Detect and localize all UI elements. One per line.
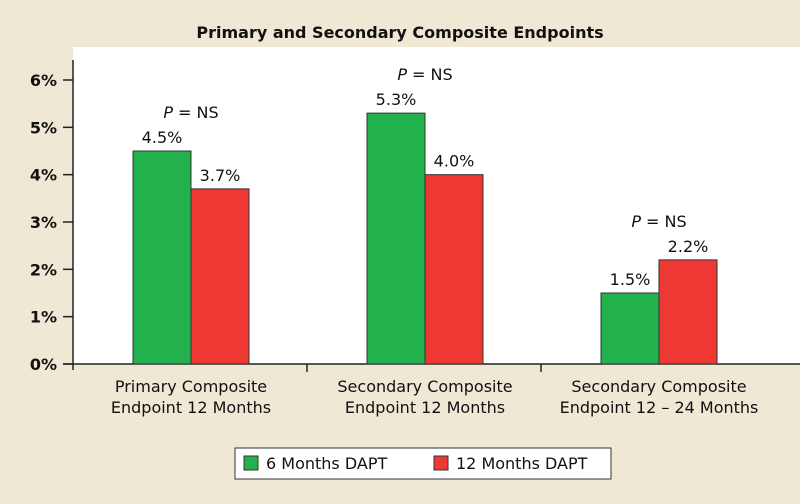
p-value: = NS	[407, 65, 453, 84]
x-tick-label: Endpoint 12 Months	[111, 398, 271, 417]
legend-box	[234, 447, 612, 480]
bar-12-months-dapt	[424, 174, 484, 365]
bar-12-months-dapt	[190, 188, 250, 365]
y-tick-label: 6%	[30, 71, 57, 90]
x-tick-label: Endpoint 12 – 24 Months	[560, 398, 759, 417]
y-tick-label: 3%	[30, 213, 57, 232]
data-label: 4.5%	[142, 128, 183, 147]
p-symbol: P	[397, 65, 407, 84]
p-value: = NS	[173, 103, 219, 122]
y-tick-label: 4%	[30, 166, 57, 185]
p-value-annotation: P = NS	[397, 65, 452, 84]
x-tick-label: Secondary Composite	[337, 377, 512, 396]
data-label: 1.5%	[610, 270, 651, 289]
data-label: 4.0%	[434, 152, 475, 171]
legend-swatch	[243, 455, 259, 471]
x-tick-label: Secondary Composite	[571, 377, 746, 396]
y-tick-label: 5%	[30, 118, 57, 137]
y-tick-label: 2%	[30, 260, 57, 279]
bar-6-months-dapt	[600, 292, 660, 365]
legend-label: 12 Months DAPT	[456, 454, 588, 473]
x-tick-label: Primary Composite	[115, 377, 267, 396]
p-value-annotation: P = NS	[631, 212, 686, 231]
x-tick-label: Endpoint 12 Months	[345, 398, 505, 417]
y-tick-label: 0%	[30, 355, 57, 374]
data-label: 2.2%	[668, 237, 709, 256]
p-value: = NS	[641, 212, 687, 231]
p-symbol: P	[163, 103, 173, 122]
legend: 6 Months DAPT 12 Months DAPT	[234, 447, 612, 480]
data-label: 3.7%	[200, 166, 241, 185]
chart-title: Primary and Secondary Composite Endpoint…	[196, 23, 603, 42]
p-value-annotation: P = NS	[163, 103, 218, 122]
data-label: 5.3%	[376, 90, 417, 109]
bar-6-months-dapt	[366, 112, 426, 365]
legend-label: 6 Months DAPT	[266, 454, 387, 473]
bar-12-months-dapt	[658, 259, 718, 365]
legend-swatch	[433, 455, 449, 471]
y-tick-label: 1%	[30, 308, 57, 327]
p-symbol: P	[631, 212, 641, 231]
bar-6-months-dapt	[132, 150, 192, 365]
